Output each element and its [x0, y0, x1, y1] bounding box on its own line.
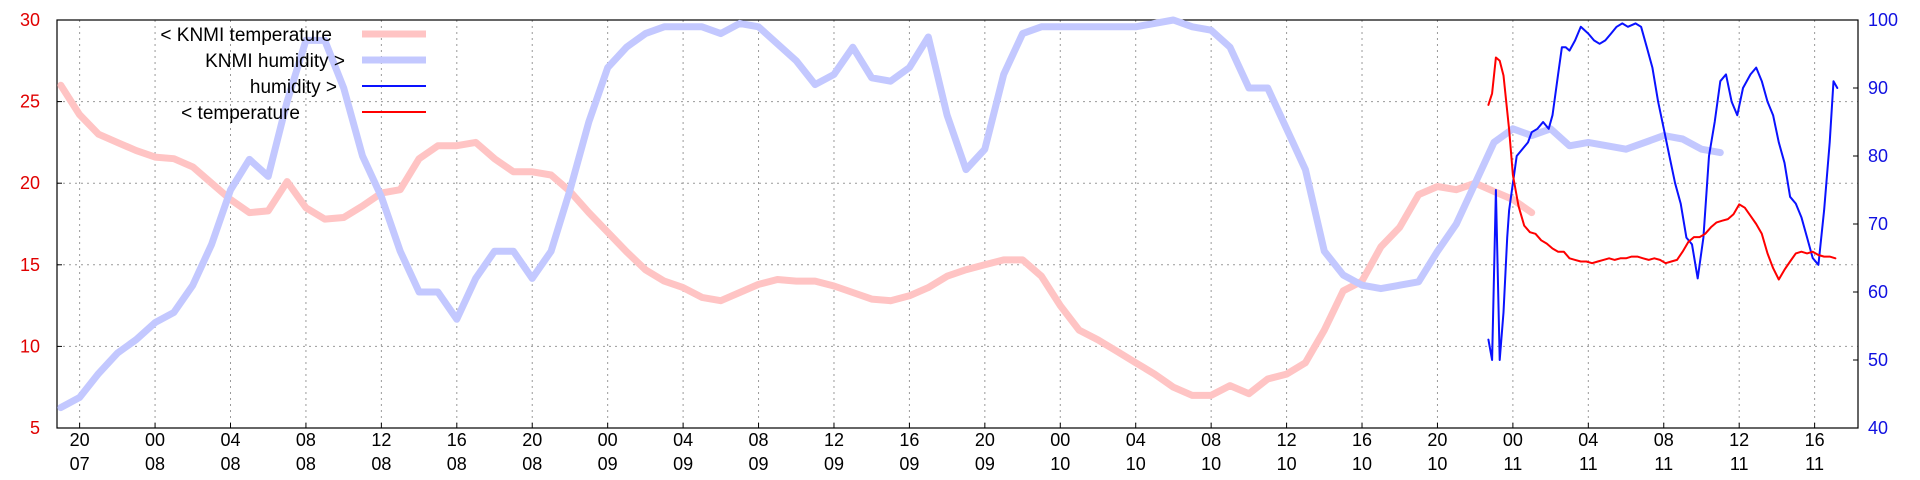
x-tick-label-bottom: 09 — [598, 454, 618, 474]
x-tick-label-top: 08 — [749, 430, 769, 450]
series-knmi-humidity — [57, 16, 1724, 412]
right-y-axis: 40 50 60 70 80 90 100 — [1853, 10, 1898, 438]
left-tick-label: 10 — [20, 336, 40, 356]
x-tick-label-bottom: 10 — [1050, 454, 1070, 474]
x-tick-label-top: 04 — [1126, 430, 1146, 450]
left-tick-label: 30 — [20, 10, 40, 30]
x-tick-label-top: 20 — [1427, 430, 1447, 450]
x-tick-label-top: 04 — [673, 430, 693, 450]
x-tick-label-bottom: 08 — [220, 454, 240, 474]
x-tick-label-top: 20 — [522, 430, 542, 450]
x-tick-label-top: 16 — [899, 430, 919, 450]
left-tick-label: 5 — [30, 418, 40, 438]
x-tick-label-top: 20 — [975, 430, 995, 450]
x-tick-label-bottom: 11 — [1579, 454, 1598, 474]
x-tick-label-bottom: 09 — [673, 454, 693, 474]
x-tick-label-top: 00 — [1050, 430, 1070, 450]
x-tick-label-bottom: 11 — [1805, 454, 1824, 474]
series-layer — [57, 16, 1839, 412]
x-tick-label-bottom: 10 — [1352, 454, 1372, 474]
x-tick-label-bottom: 09 — [749, 454, 769, 474]
legend-label: < KNMI temperature — [160, 25, 332, 46]
x-tick-label-top: 12 — [371, 430, 391, 450]
x-tick-label-top: 16 — [1805, 430, 1825, 450]
x-tick-label-bottom: 11 — [1730, 454, 1749, 474]
x-tick-label-bottom: 10 — [1427, 454, 1447, 474]
x-tick-label-top: 00 — [598, 430, 618, 450]
x-tick-label-top: 08 — [1654, 430, 1674, 450]
x-tick-label-top: 04 — [220, 430, 240, 450]
legend: < KNMI temperature KNMI humidity > humidit… — [160, 25, 426, 124]
series-humidity — [1487, 22, 1839, 361]
legend-label: < temperature — [181, 103, 300, 124]
x-tick-label-bottom: 08 — [296, 454, 316, 474]
left-y-axis: 5 10 15 20 25 30 — [20, 10, 62, 438]
x-tick-label-bottom: 09 — [899, 454, 919, 474]
x-axis: 20 07 00 08 04 08 08 08 12 08 16 08 20 08 00 09 04 09 08 09… — [70, 423, 1825, 474]
x-tick-label-top: 08 — [1201, 430, 1221, 450]
x-tick-label-bottom: 10 — [1126, 454, 1146, 474]
series-knmi-temperature — [57, 81, 1536, 399]
x-tick-label-bottom: 11 — [1504, 454, 1523, 474]
x-tick-label-top: 16 — [1352, 430, 1372, 450]
x-tick-label-top: 12 — [1277, 430, 1297, 450]
x-tick-label-bottom: 09 — [975, 454, 995, 474]
x-tick-label-bottom: 09 — [824, 454, 844, 474]
legend-label: KNMI humidity > — [205, 51, 345, 72]
x-tick-label-bottom: 07 — [70, 454, 90, 474]
x-tick-label-bottom: 10 — [1201, 454, 1221, 474]
right-tick-label: 80 — [1868, 146, 1888, 166]
x-tick-label-top: 08 — [296, 430, 316, 450]
x-tick-label-top: 16 — [447, 430, 467, 450]
x-tick-label-bottom: 08 — [447, 454, 467, 474]
right-tick-label: 90 — [1868, 78, 1888, 98]
x-tick-label-top: 20 — [70, 430, 90, 450]
right-tick-label: 100 — [1868, 10, 1898, 30]
legend-label: humidity > — [250, 77, 337, 98]
x-tick-label-top: 00 — [1503, 430, 1523, 450]
left-tick-label: 25 — [20, 92, 40, 112]
x-tick-label-top: 00 — [145, 430, 165, 450]
right-tick-label: 60 — [1868, 282, 1888, 302]
x-tick-label-bottom: 10 — [1277, 454, 1297, 474]
x-tick-label-bottom: 08 — [145, 454, 165, 474]
grid — [57, 20, 1858, 428]
left-tick-label: 15 — [20, 255, 40, 275]
right-tick-label: 50 — [1868, 350, 1888, 370]
x-tick-label-top: 12 — [1729, 430, 1749, 450]
right-tick-label: 70 — [1868, 214, 1888, 234]
left-tick-label: 20 — [20, 173, 40, 193]
x-tick-label-bottom: 08 — [371, 454, 391, 474]
x-tick-label-bottom: 11 — [1654, 454, 1673, 474]
x-tick-label-top: 04 — [1578, 430, 1598, 450]
x-tick-label-top: 12 — [824, 430, 844, 450]
right-tick-label: 40 — [1868, 418, 1888, 438]
series-temperature — [1487, 56, 1837, 281]
x-tick-label-bottom: 08 — [522, 454, 542, 474]
